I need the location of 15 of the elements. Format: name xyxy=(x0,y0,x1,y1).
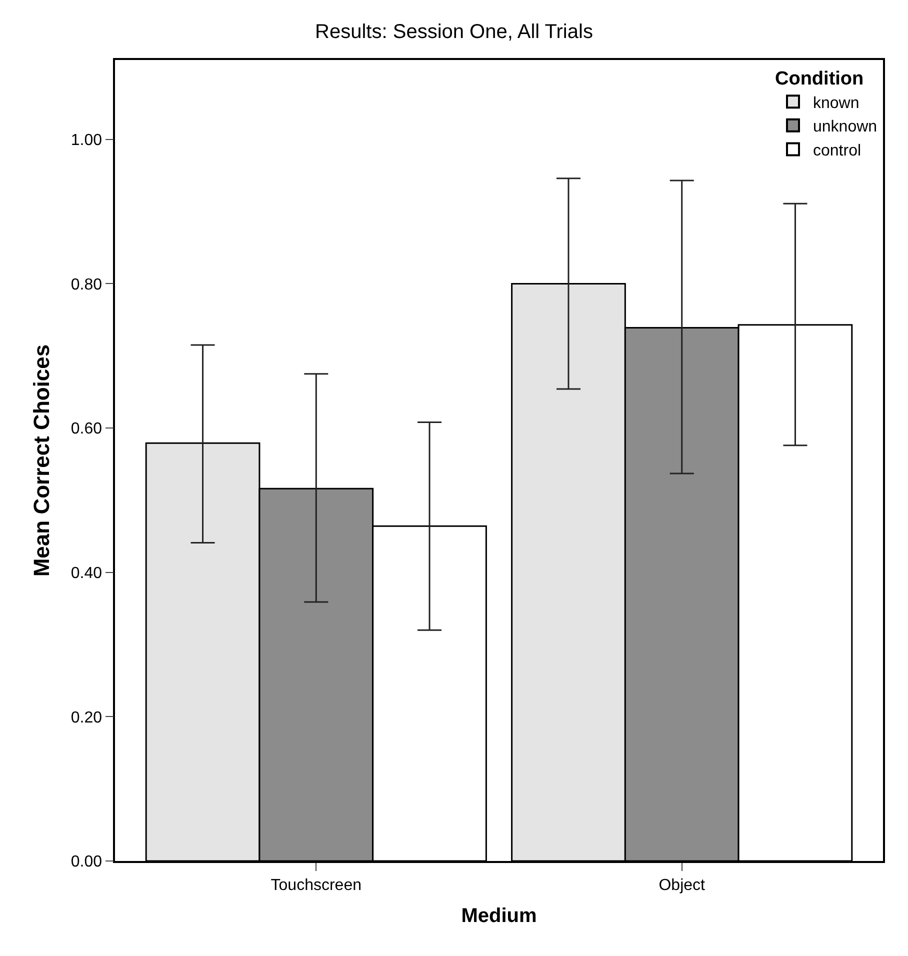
chart-title: Results: Session One, All Trials xyxy=(315,20,593,43)
y-tick-label: 0.80 xyxy=(70,276,102,294)
x-tick-label: Touchscreen xyxy=(270,876,362,894)
y-tick-label: 1.00 xyxy=(70,132,102,149)
y-tick-label: 0.60 xyxy=(70,420,102,438)
legend-label: control xyxy=(813,142,862,160)
y-axis-title: Mean Correct Choices xyxy=(29,344,54,577)
legend-label: known xyxy=(813,94,860,112)
y-tick-label: 0.20 xyxy=(70,709,102,726)
legend-label: unknown xyxy=(813,118,878,136)
legend-title: Condition xyxy=(775,68,864,90)
y-tick-label: 0.00 xyxy=(70,854,102,871)
y-tick-label: 0.40 xyxy=(70,564,102,582)
x-axis-title: Medium xyxy=(461,904,537,927)
x-tick-label: Object xyxy=(658,876,706,894)
